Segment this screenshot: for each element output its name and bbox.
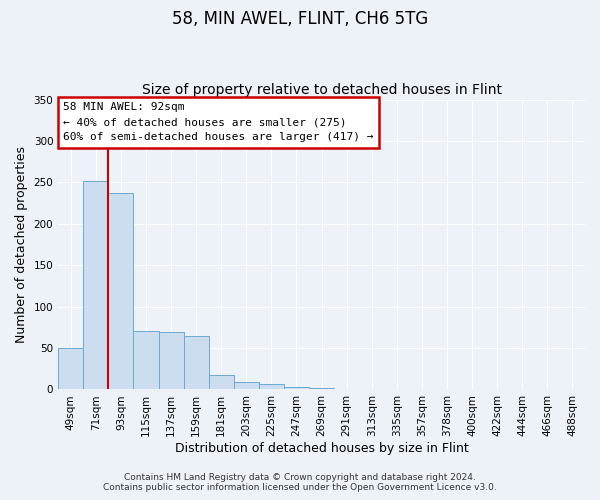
Bar [309,388,334,390]
Title: Size of property relative to detached houses in Flint: Size of property relative to detached ho… [142,83,502,97]
Bar [284,387,309,390]
Text: 58, MIN AWEL, FLINT, CH6 5TG: 58, MIN AWEL, FLINT, CH6 5TG [172,10,428,28]
Bar [209,376,234,390]
Y-axis label: Number of detached properties: Number of detached properties [15,146,28,343]
Bar [158,332,184,390]
Bar [133,332,158,390]
Bar [58,348,83,390]
Bar [109,193,133,390]
Bar [259,384,284,390]
Bar [234,382,259,390]
Bar [184,336,209,390]
Bar [83,180,109,390]
Text: 58 MIN AWEL: 92sqm
← 40% of detached houses are smaller (275)
60% of semi-detach: 58 MIN AWEL: 92sqm ← 40% of detached hou… [64,102,374,142]
Text: Contains HM Land Registry data © Crown copyright and database right 2024.
Contai: Contains HM Land Registry data © Crown c… [103,473,497,492]
X-axis label: Distribution of detached houses by size in Flint: Distribution of detached houses by size … [175,442,469,455]
